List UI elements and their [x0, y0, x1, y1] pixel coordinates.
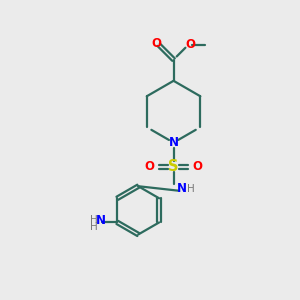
- Text: S: S: [168, 159, 179, 174]
- Text: N: N: [177, 182, 187, 195]
- Text: O: O: [151, 37, 161, 50]
- Text: O: O: [192, 160, 203, 173]
- Text: H: H: [91, 215, 98, 225]
- Text: N: N: [169, 136, 178, 149]
- Text: O: O: [185, 38, 195, 51]
- Text: H: H: [187, 184, 194, 194]
- Text: O: O: [145, 160, 155, 173]
- Text: N: N: [95, 214, 106, 226]
- Text: H: H: [91, 222, 98, 232]
